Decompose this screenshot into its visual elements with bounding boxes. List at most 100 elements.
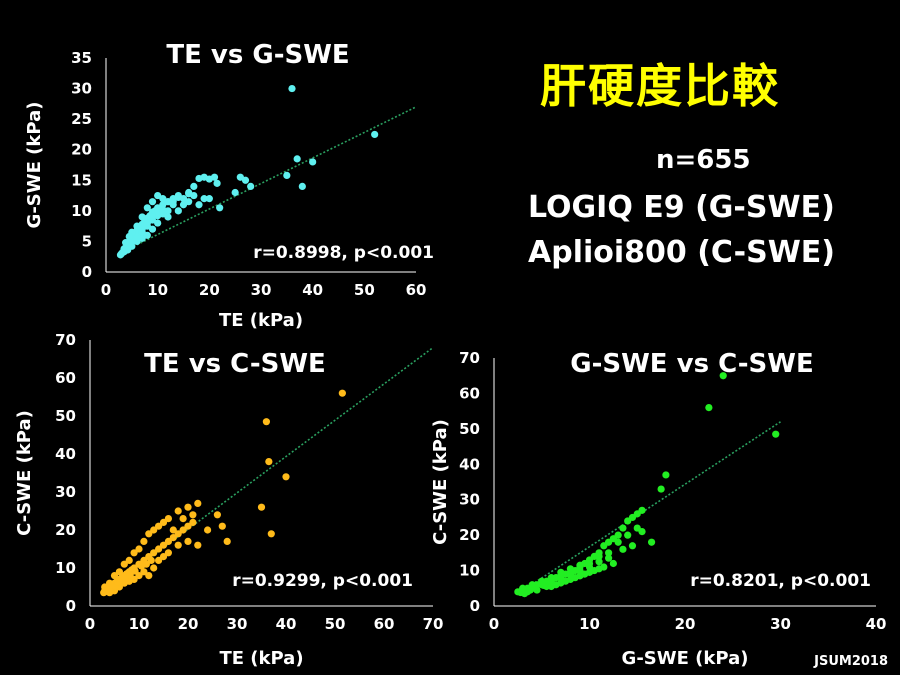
data-point <box>135 545 143 553</box>
data-point <box>174 541 182 549</box>
data-point <box>174 507 182 515</box>
x-tick-label: 10 <box>129 615 150 633</box>
x-tick-label: 0 <box>85 615 95 633</box>
data-point <box>619 524 627 532</box>
data-point <box>609 559 617 568</box>
data-point <box>179 201 188 209</box>
data-point <box>216 204 224 212</box>
data-point <box>184 522 192 530</box>
data-point <box>614 538 622 546</box>
data-point <box>638 528 646 536</box>
y-tick-label: 5 <box>82 232 92 250</box>
data-point <box>628 542 637 550</box>
data-point <box>121 575 129 583</box>
data-point <box>145 530 153 538</box>
data-point <box>772 430 780 438</box>
data-point <box>150 526 158 534</box>
data-point <box>148 213 157 221</box>
y-tick-label: 30 <box>459 491 480 509</box>
data-point <box>267 530 275 538</box>
x-tick-label: 30 <box>251 281 272 299</box>
trend-line <box>118 106 417 255</box>
y-tick-label: 0 <box>82 263 92 281</box>
data-point <box>143 204 151 212</box>
data-point <box>131 567 139 575</box>
data-point <box>148 198 157 206</box>
data-point <box>205 195 213 203</box>
data-point <box>657 485 665 493</box>
y-tick-label: 30 <box>71 80 92 98</box>
data-point <box>125 232 133 241</box>
y-tick-label: 70 <box>55 331 76 349</box>
y-tick-label: 15 <box>71 171 92 189</box>
x-tick-label: 50 <box>354 281 375 299</box>
data-point <box>540 581 548 590</box>
data-point <box>371 130 379 139</box>
data-point <box>595 565 603 573</box>
data-point <box>189 511 197 519</box>
chart-title: TE vs G-SWE <box>166 40 349 70</box>
x-axis-label: TE (kPa) <box>219 310 303 331</box>
y-tick-label: 0 <box>66 597 76 615</box>
y-axis-label: G-SWE (kPa) <box>24 102 45 229</box>
data-point <box>576 572 584 580</box>
data-point <box>150 549 158 557</box>
data-point <box>138 213 146 221</box>
data-point <box>125 556 133 565</box>
sample-size: n=655 <box>656 145 751 175</box>
x-tick-label: 40 <box>302 281 323 299</box>
data-point <box>530 583 538 592</box>
x-tick-label: 20 <box>199 281 220 299</box>
data-point <box>190 182 198 190</box>
conference-credit: JSUM2018 <box>814 654 888 669</box>
data-point <box>184 503 192 511</box>
data-point <box>189 518 197 527</box>
data-point <box>585 568 594 576</box>
data-point <box>619 545 627 553</box>
trend-line <box>517 421 781 595</box>
data-point <box>159 541 168 549</box>
slide-title: 肝硬度比較 <box>540 59 780 113</box>
y-tick-label: 10 <box>459 562 480 580</box>
data-point <box>164 515 172 523</box>
data-point <box>605 554 613 562</box>
y-tick-label: 50 <box>55 407 76 425</box>
data-point <box>133 222 141 230</box>
data-point <box>309 158 317 166</box>
y-tick-label: 60 <box>459 384 480 402</box>
y-tick-label: 10 <box>55 559 76 577</box>
data-point <box>143 219 151 227</box>
data-point <box>614 531 622 539</box>
x-axis-label: G-SWE (kPa) <box>622 648 749 669</box>
data-point <box>283 171 291 179</box>
chart-title: TE vs C-SWE <box>144 349 326 379</box>
y-tick-label: 30 <box>55 483 76 501</box>
data-point <box>142 560 150 568</box>
data-point <box>338 389 346 397</box>
data-point <box>159 206 167 214</box>
data-point <box>185 190 193 198</box>
data-point <box>194 499 202 507</box>
data-point <box>647 538 656 546</box>
data-point <box>195 201 203 209</box>
data-point <box>247 182 255 190</box>
x-tick-label: 50 <box>325 615 346 633</box>
y-tick-label: 0 <box>470 597 480 615</box>
data-point <box>595 552 603 561</box>
data-point <box>174 193 182 202</box>
data-point <box>557 579 565 587</box>
data-point <box>111 582 120 590</box>
data-point <box>547 574 555 582</box>
data-point <box>164 537 172 546</box>
data-point <box>213 511 221 519</box>
data-point <box>159 553 168 561</box>
data-point <box>204 526 212 534</box>
y-tick-label: 10 <box>71 202 92 220</box>
data-point <box>557 568 565 576</box>
data-point <box>231 188 239 197</box>
device-1-label: LOGIQ E9 (G-SWE) <box>528 190 835 225</box>
y-tick-label: 70 <box>459 349 480 367</box>
x-tick-label: 30 <box>227 615 248 633</box>
data-point <box>150 564 158 572</box>
data-point <box>585 563 594 571</box>
